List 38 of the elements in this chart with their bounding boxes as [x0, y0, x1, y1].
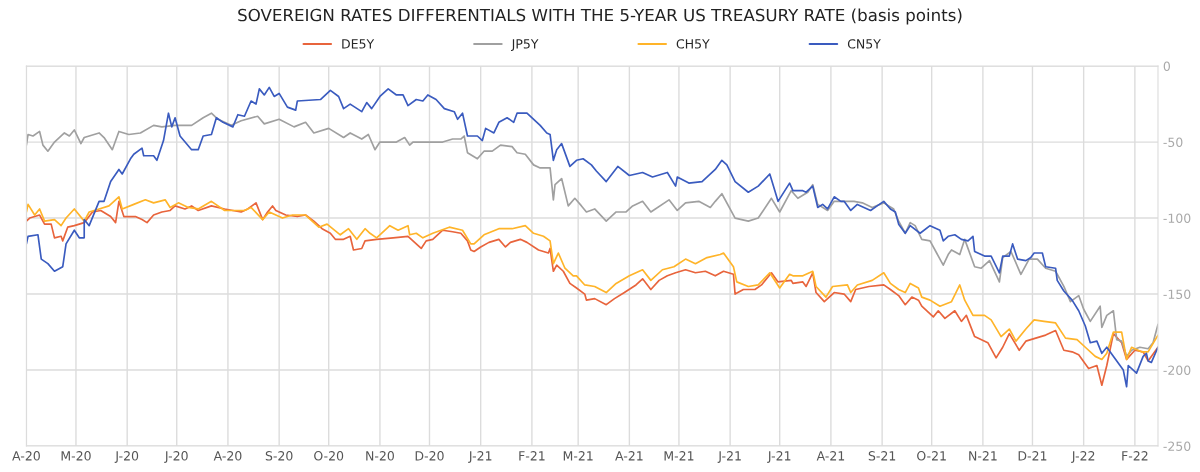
- y-tick-label: -50: [1163, 137, 1183, 147]
- x-tick-label: J-20: [164, 451, 188, 463]
- x-tick-label: A-21: [816, 451, 845, 461]
- y-tick-label: -250: [1163, 441, 1191, 451]
- x-tick-label: N-21: [969, 451, 997, 461]
- x-tick-label: J-21: [468, 451, 492, 463]
- x-tick-label: F-21: [519, 451, 545, 461]
- legend-label: JP5Y: [511, 39, 539, 51]
- x-tick-label: J-20: [114, 451, 139, 463]
- x-tick-label: N-20: [366, 451, 394, 461]
- legend-label: DE5Y: [342, 39, 375, 49]
- x-tick-label: F-22: [1122, 451, 1148, 461]
- x-tick-label: A-21: [615, 451, 643, 461]
- x-tick-label: S-20: [265, 451, 293, 461]
- line-series: [26, 112, 1158, 358]
- x-tick-label: D-20: [415, 451, 444, 461]
- x-tick-label: O-20: [314, 451, 344, 461]
- x-tick-label: M-21: [664, 451, 694, 461]
- x-tick-label: A-20: [213, 451, 242, 461]
- y-tick-label: 0: [1163, 61, 1170, 72]
- x-tick-label: J-21: [767, 451, 791, 463]
- legend-label: CN5Y: [847, 39, 881, 49]
- x-tick-label: J-21: [717, 451, 741, 463]
- y-tick-label: -150: [1163, 289, 1191, 299]
- line-series: [26, 200, 1158, 387]
- line-series: [26, 86, 1158, 388]
- y-tick-label: -100: [1163, 213, 1191, 223]
- legend-label: CH5Y: [676, 39, 710, 49]
- x-tick-label: J-22: [1071, 451, 1095, 463]
- x-tick-label: M-20: [61, 451, 91, 461]
- x-tick-label: A-20: [12, 451, 40, 461]
- chart-title: SOVEREIGN RATES DIFFERENTIALS WITH THE 5-YEAR US TREASURY RATE (basis points): [238, 8, 962, 25]
- x-tick-label: O-21: [917, 451, 946, 461]
- y-tick-label: -200: [1163, 365, 1191, 375]
- line-series: [26, 195, 1158, 361]
- x-tick-label: S-21: [868, 451, 896, 461]
- x-tick-label: D-21: [1018, 451, 1047, 461]
- x-tick-label: M-21: [563, 451, 593, 461]
